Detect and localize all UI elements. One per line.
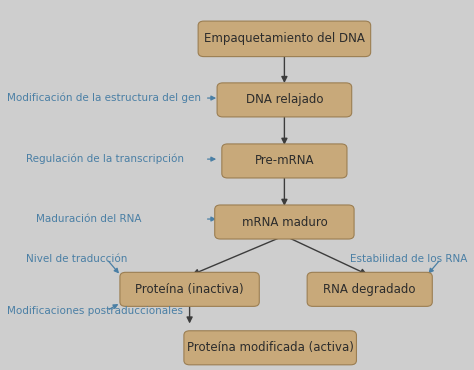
FancyBboxPatch shape bbox=[215, 205, 354, 239]
Text: DNA relajado: DNA relajado bbox=[246, 93, 323, 107]
Text: Proteína modificada (activa): Proteína modificada (activa) bbox=[187, 341, 354, 354]
Text: Modificaciones postraduccionales: Modificaciones postraduccionales bbox=[7, 306, 183, 316]
Text: RNA degradado: RNA degradado bbox=[323, 283, 416, 296]
Text: Proteína (inactiva): Proteína (inactiva) bbox=[135, 283, 244, 296]
Text: mRNA maduro: mRNA maduro bbox=[242, 215, 327, 229]
Text: Empaquetamiento del DNA: Empaquetamiento del DNA bbox=[204, 32, 365, 46]
FancyBboxPatch shape bbox=[222, 144, 347, 178]
FancyBboxPatch shape bbox=[120, 272, 259, 306]
Text: Estabilidad de los RNA: Estabilidad de los RNA bbox=[349, 254, 467, 264]
FancyBboxPatch shape bbox=[217, 83, 352, 117]
FancyBboxPatch shape bbox=[198, 21, 371, 57]
Text: Modificación de la estructura del gen: Modificación de la estructura del gen bbox=[7, 93, 201, 103]
Text: Regulación de la transcripción: Regulación de la transcripción bbox=[26, 154, 184, 164]
FancyBboxPatch shape bbox=[307, 272, 432, 306]
FancyBboxPatch shape bbox=[184, 331, 356, 365]
Text: Nivel de traducción: Nivel de traducción bbox=[26, 254, 128, 264]
Text: Pre-mRNA: Pre-mRNA bbox=[255, 154, 314, 168]
Text: Maduración del RNA: Maduración del RNA bbox=[36, 214, 141, 224]
